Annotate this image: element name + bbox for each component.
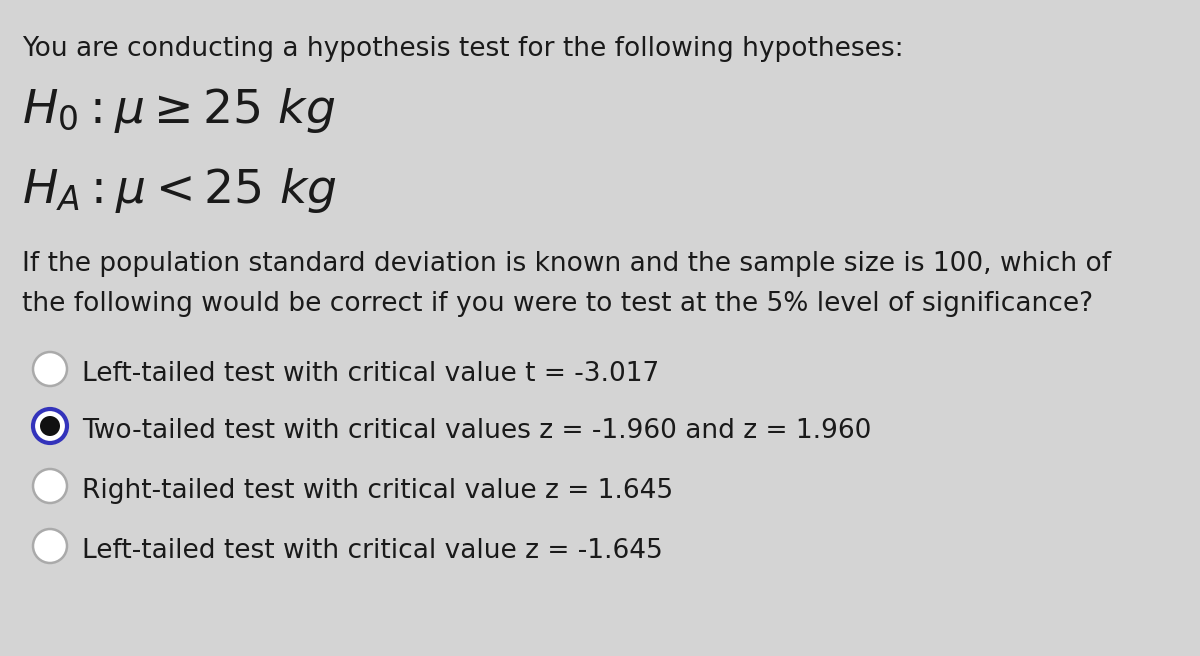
Circle shape [34, 409, 67, 443]
Text: the following would be correct if you were to test at the 5% level of significan: the following would be correct if you we… [22, 291, 1093, 317]
Circle shape [34, 352, 67, 386]
Text: Left-tailed test with critical value z = -1.645: Left-tailed test with critical value z =… [82, 538, 662, 564]
Text: Two-tailed test with critical values z = -1.960 and z = 1.960: Two-tailed test with critical values z =… [82, 418, 871, 444]
Circle shape [34, 529, 67, 563]
Text: You are conducting a hypothesis test for the following hypotheses:: You are conducting a hypothesis test for… [22, 36, 904, 62]
Text: $\mathit{H}_0 : \mu \geq 25\ kg$: $\mathit{H}_0 : \mu \geq 25\ kg$ [22, 86, 335, 135]
Circle shape [34, 469, 67, 503]
Text: Right-tailed test with critical value z = 1.645: Right-tailed test with critical value z … [82, 478, 673, 504]
Text: Left-tailed test with critical value t = -3.017: Left-tailed test with critical value t =… [82, 361, 659, 387]
Text: $\mathit{H}_A : \mu < 25\ kg$: $\mathit{H}_A : \mu < 25\ kg$ [22, 166, 337, 215]
Circle shape [40, 416, 60, 436]
Text: If the population standard deviation is known and the sample size is 100, which : If the population standard deviation is … [22, 251, 1111, 277]
